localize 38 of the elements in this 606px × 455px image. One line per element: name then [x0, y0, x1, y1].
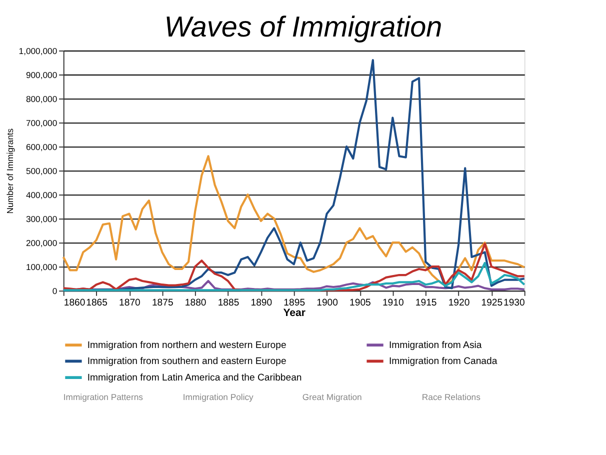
y-tick-label: 800,000 — [26, 94, 58, 104]
y-tick-label: 100,000 — [26, 262, 58, 272]
y-tick-label: 400,000 — [26, 190, 58, 200]
text: Immigration Policy — [182, 392, 254, 402]
y-tick-label: 1,000,000 — [18, 46, 58, 56]
x-tick-label: 1905 — [350, 298, 371, 308]
x-tick-label: 1930 — [504, 298, 525, 308]
text: Immigration Patterns — [63, 392, 143, 402]
x-tick-label: 1915 — [415, 298, 437, 308]
x-tick-label: 1880 — [184, 298, 206, 308]
text: Race Relations — [422, 392, 480, 402]
legend-label: Immigration from Asia — [388, 340, 482, 351]
x-tick-label: 1860 — [64, 298, 86, 308]
y-tick-label: 900,000 — [26, 70, 58, 80]
legend-label: Immigration from Latin America and the Caribbean — [87, 372, 302, 384]
legend-label: Immigration from southern and eastern Europe — [87, 356, 286, 368]
text: Great Migration — [302, 392, 362, 402]
y-tick-label: 500,000 — [26, 166, 58, 176]
chart-title: Waves of Immigration — [164, 12, 442, 44]
y-tick-label: 0 — [52, 286, 58, 296]
x-axis-title: Year — [283, 307, 306, 320]
x-tick-label: 1875 — [152, 298, 174, 308]
x-tick-label: 1910 — [382, 298, 404, 308]
y-tick-label: 300,000 — [26, 214, 58, 224]
y-tick-label: 600,000 — [26, 142, 58, 152]
x-tick-label: 1865 — [86, 298, 108, 308]
legend-label: Immigration from Canada — [388, 356, 498, 368]
x-tick-label: 1885 — [218, 298, 240, 308]
y-axis-title: Number of Immigrants — [4, 128, 15, 214]
x-tick-label: 1925 — [481, 298, 503, 308]
y-tick-label: 700,000 — [26, 118, 58, 128]
x-tick-label: 1895 — [284, 298, 306, 308]
y-tick-label: 200,000 — [26, 238, 58, 248]
legend-label: Immigration from northern and western Europe — [87, 340, 286, 351]
x-tick-label: 1920 — [448, 298, 470, 308]
x-tick-label: 1870 — [119, 298, 140, 308]
x-tick-label: 1890 — [250, 298, 272, 308]
x-tick-label: 1900 — [316, 298, 338, 308]
